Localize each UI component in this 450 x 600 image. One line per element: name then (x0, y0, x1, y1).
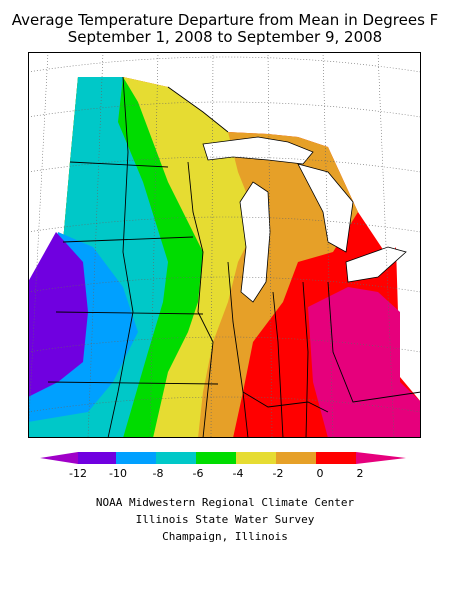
legend-swatch (236, 452, 276, 464)
legend-arrow-low (40, 452, 78, 464)
graticule (28, 52, 421, 438)
legend-tick: -10 (109, 467, 127, 480)
legend-swatch (116, 452, 156, 464)
legend-tick: -12 (69, 467, 87, 480)
band-minus-12-to-10 (28, 232, 88, 397)
map-frame (28, 52, 421, 438)
legend-swatch (156, 452, 196, 464)
color-legend: -12 -10 -8 -6 -4 -2 0 2 (40, 452, 406, 480)
legend-tick: 0 (317, 467, 324, 480)
legend-tick: -8 (153, 467, 164, 480)
temperature-departure-map (28, 52, 421, 438)
map-title: Average Temperature Departure from Mean … (11, 11, 439, 29)
credit-organization: NOAA Midwestern Regional Climate Center (95, 496, 355, 509)
legend-tick: 2 (357, 467, 364, 480)
map-subtitle: September 1, 2008 to September 9, 2008 (67, 28, 383, 46)
legend-swatch (276, 452, 316, 464)
credit-location: Champaign, Illinois (162, 530, 288, 543)
lake-superior (202, 136, 314, 165)
lake-michigan (239, 181, 271, 303)
lake-huron (297, 163, 354, 253)
lake-erie (345, 246, 407, 283)
state-borders (47, 76, 421, 438)
band-plus-2 (308, 287, 421, 438)
legend-swatch (316, 452, 356, 464)
legend-arrow-high (356, 452, 406, 464)
legend-tick: -4 (233, 467, 244, 480)
no-data-canada (328, 92, 421, 252)
legend-swatch (196, 452, 236, 464)
credit-agency: Illinois State Water Survey (135, 513, 315, 526)
legend-tick: -6 (193, 467, 204, 480)
legend-tick: -2 (273, 467, 284, 480)
legend-swatch (78, 452, 116, 464)
